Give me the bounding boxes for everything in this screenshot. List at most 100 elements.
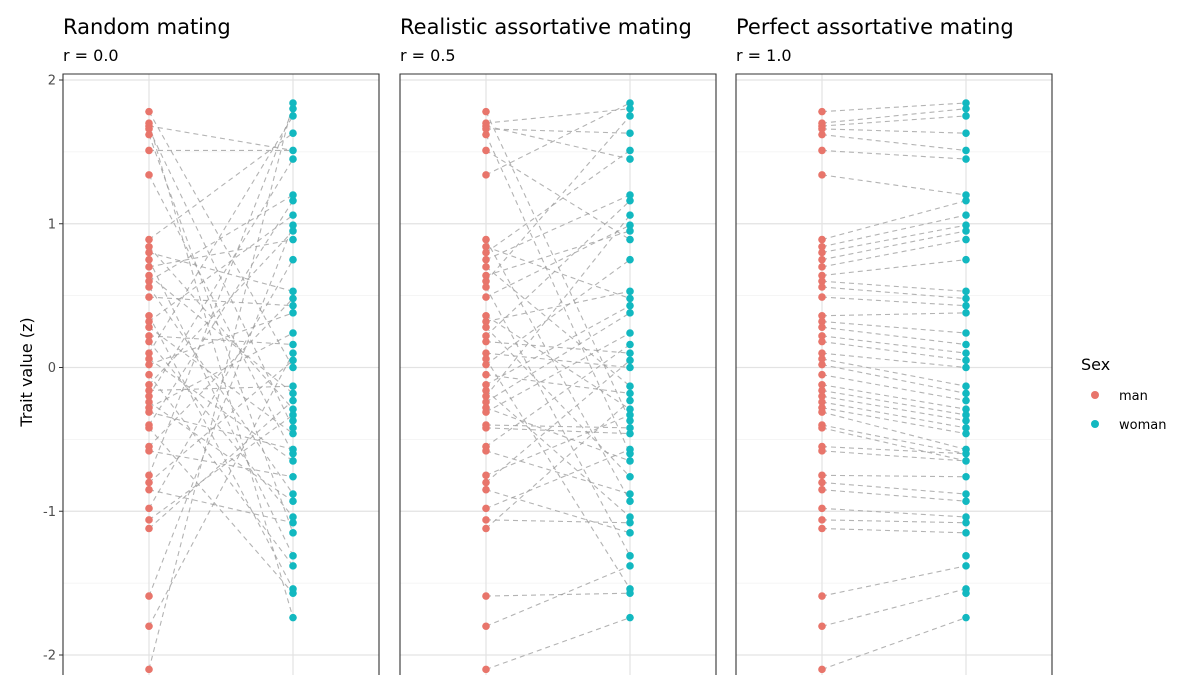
woman-point bbox=[289, 457, 297, 465]
pair-line bbox=[148, 115, 294, 354]
pair-line bbox=[821, 149, 967, 160]
man-point bbox=[482, 323, 490, 332]
legend-man-marker bbox=[1091, 391, 1099, 399]
woman-point bbox=[626, 562, 634, 570]
man-point bbox=[482, 255, 490, 264]
y-tick-label: 1 bbox=[48, 217, 56, 232]
pair-line bbox=[148, 194, 294, 282]
woman-point bbox=[626, 411, 634, 419]
man-point bbox=[145, 392, 153, 401]
man-point bbox=[818, 125, 826, 133]
woman-point bbox=[962, 389, 970, 398]
man-point bbox=[818, 293, 826, 301]
panel-border bbox=[399, 73, 717, 675]
pair-line bbox=[485, 352, 631, 369]
woman-point bbox=[289, 396, 297, 405]
man-point bbox=[818, 332, 826, 340]
woman-point bbox=[289, 490, 297, 498]
man-point bbox=[145, 349, 153, 357]
woman-point bbox=[962, 518, 970, 527]
woman-point bbox=[626, 255, 634, 264]
pair-line bbox=[148, 246, 294, 410]
pair-line bbox=[821, 384, 967, 410]
pair-line bbox=[148, 358, 294, 462]
man-point bbox=[818, 592, 826, 600]
man-point bbox=[818, 171, 826, 179]
pair-line bbox=[148, 286, 294, 495]
woman-point bbox=[962, 99, 970, 107]
man-point bbox=[145, 504, 153, 513]
woman-point bbox=[962, 411, 970, 419]
pair-line bbox=[485, 565, 631, 627]
pair-line bbox=[148, 259, 294, 557]
man-point bbox=[145, 380, 153, 389]
woman-point bbox=[962, 356, 970, 365]
pair-line bbox=[821, 481, 967, 495]
pair-line bbox=[821, 507, 967, 518]
pair-line bbox=[485, 341, 631, 354]
pair-line bbox=[485, 149, 631, 241]
man-point bbox=[818, 271, 826, 280]
pair-line bbox=[148, 341, 294, 518]
man-point bbox=[482, 485, 490, 494]
woman-point bbox=[289, 497, 297, 505]
man-point bbox=[145, 424, 153, 432]
panel-title: Realistic assortative mating bbox=[400, 15, 692, 39]
pair-line bbox=[485, 290, 631, 323]
pair-line bbox=[821, 128, 967, 134]
pair-line bbox=[485, 424, 631, 429]
man-point bbox=[482, 317, 490, 326]
man-point bbox=[482, 622, 490, 631]
pair-line bbox=[148, 158, 294, 397]
pair-line bbox=[485, 149, 631, 253]
pair-line bbox=[821, 389, 967, 416]
man-point bbox=[818, 471, 826, 480]
woman-point bbox=[626, 424, 634, 432]
pair-line bbox=[485, 427, 631, 435]
pair-line bbox=[485, 128, 631, 134]
pair-line bbox=[148, 108, 294, 476]
pair-line bbox=[485, 194, 631, 261]
woman-point bbox=[962, 497, 970, 505]
woman-point bbox=[289, 363, 297, 372]
woman-point bbox=[289, 356, 297, 365]
woman-point bbox=[626, 294, 634, 303]
man-point bbox=[818, 408, 826, 416]
pair-line bbox=[821, 259, 967, 277]
man-point bbox=[482, 447, 490, 455]
pair-line bbox=[148, 102, 294, 670]
pair-line bbox=[485, 125, 631, 160]
woman-point bbox=[962, 449, 970, 458]
legend-woman-marker bbox=[1091, 420, 1099, 428]
woman-point bbox=[962, 221, 970, 229]
man-point bbox=[145, 447, 153, 455]
pair-line bbox=[485, 134, 631, 454]
panel-2: Realistic assortative mating r = 0.5 bbox=[399, 15, 717, 675]
woman-point bbox=[962, 363, 970, 372]
pair-line bbox=[821, 427, 967, 462]
pair-line bbox=[485, 332, 631, 413]
woman-point bbox=[626, 382, 634, 390]
man-point bbox=[482, 107, 490, 116]
man-point bbox=[482, 355, 490, 363]
pair-line bbox=[821, 280, 967, 292]
panel-subtitle: r = 0.5 bbox=[400, 46, 456, 65]
woman-point bbox=[626, 155, 634, 163]
man-point bbox=[818, 317, 826, 326]
woman-point bbox=[962, 211, 970, 219]
woman-point bbox=[626, 191, 634, 199]
legend-woman-label: woman bbox=[1119, 418, 1166, 433]
pair-line bbox=[485, 224, 631, 298]
man-point bbox=[145, 277, 153, 286]
man-point bbox=[482, 130, 490, 139]
woman-point bbox=[289, 562, 297, 570]
woman-point bbox=[626, 287, 634, 296]
man-point bbox=[482, 277, 490, 286]
woman-point bbox=[626, 329, 634, 337]
woman-point bbox=[962, 112, 970, 120]
woman-point bbox=[626, 416, 634, 425]
woman-point bbox=[289, 589, 297, 597]
man-point bbox=[818, 447, 826, 455]
man-point bbox=[482, 349, 490, 357]
pair-line bbox=[485, 239, 631, 502]
